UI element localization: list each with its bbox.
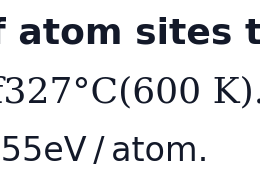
Text: .55eV / atom.: .55eV / atom. [0, 135, 208, 168]
Text: f atom sites that are: f atom sites that are [0, 16, 260, 50]
Text: f327°C(600 K). As: f327°C(600 K). As [0, 75, 260, 110]
